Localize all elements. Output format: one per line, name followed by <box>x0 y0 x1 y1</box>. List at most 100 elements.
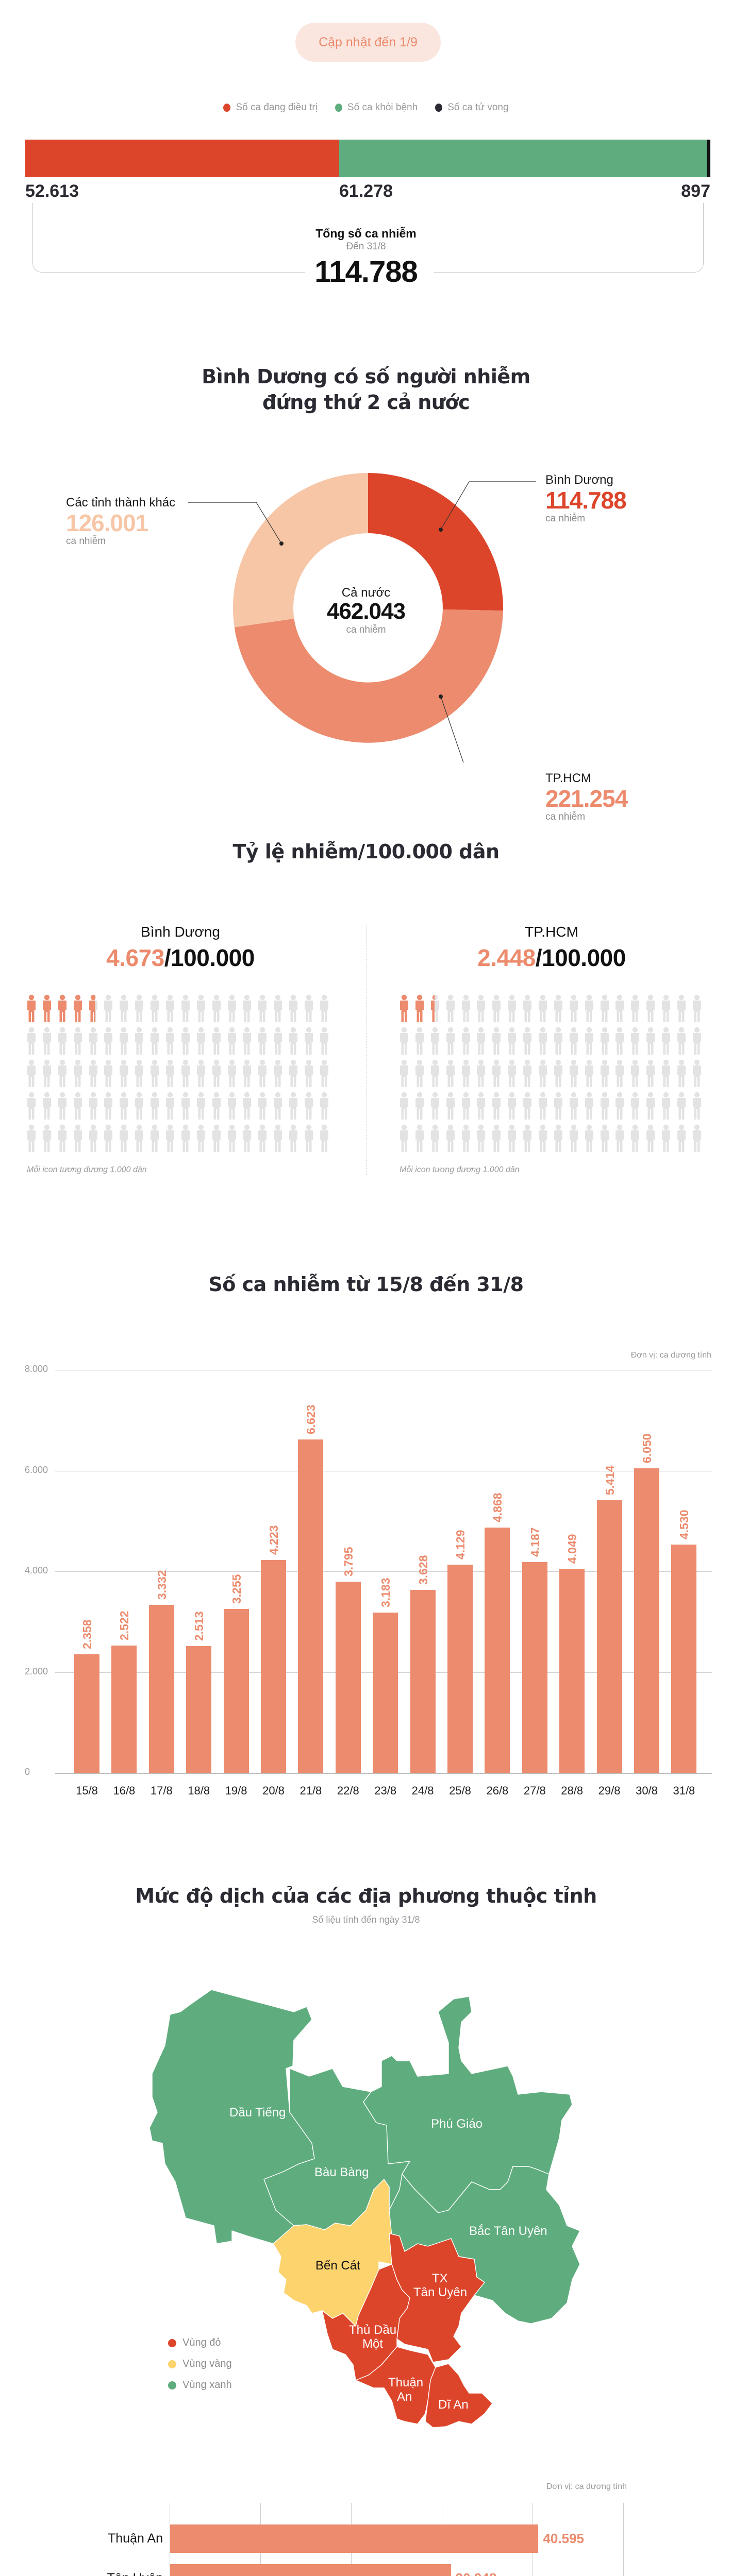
district-bar <box>170 2524 539 2553</box>
person-icon <box>491 1092 502 1120</box>
person-icon <box>303 994 314 1022</box>
person-icon <box>88 1059 99 1087</box>
bar-value-label: 3.255 <box>229 1574 243 1604</box>
person-icon <box>584 1059 595 1087</box>
ratio-left-name: Bình Dương <box>141 924 220 940</box>
red-dot-icon <box>223 104 231 112</box>
person-icon <box>118 1027 129 1055</box>
map-region-dau-tieng <box>149 1989 315 2244</box>
person-icon <box>72 1092 84 1120</box>
x-tick-label: 22/8 <box>337 1784 359 1797</box>
legend-label: Số ca khỏi bệnh <box>347 102 418 113</box>
x-tick-label: 26/8 <box>486 1784 509 1797</box>
person-icon <box>537 1027 548 1055</box>
bar-21/8 <box>298 1439 324 1773</box>
person-icon <box>164 994 176 1022</box>
x-tick-label: 16/8 <box>113 1784 136 1797</box>
bar-20/8 <box>261 1560 286 1773</box>
overview-legend: Số ca đang điều trị Số ca khỏi bệnh Số c… <box>0 102 732 113</box>
bar-value-label: 3.332 <box>155 1570 169 1600</box>
person-icon <box>445 1092 456 1120</box>
person-icon <box>26 1059 37 1087</box>
bar-value-label: 2.522 <box>118 1611 131 1641</box>
bar-value-label: 5.414 <box>603 1465 617 1495</box>
map-label-tx-tan-uyen-2: Tân Uyên <box>413 2285 467 2299</box>
legend-label: Số ca tử vong <box>447 102 509 113</box>
bar-18/8 <box>186 1646 212 1773</box>
person-icon <box>584 1027 595 1055</box>
person-icon <box>522 1027 533 1055</box>
segment-name: TP.HCM <box>545 771 591 785</box>
y-tick-label: 2.000 <box>25 1666 48 1676</box>
person-icon <box>195 1027 207 1055</box>
person-icon <box>226 1027 238 1055</box>
bar-value-label: 4.223 <box>267 1525 280 1555</box>
person-icon <box>288 994 299 1022</box>
person-icon <box>272 1059 284 1087</box>
person-icon <box>629 1027 641 1055</box>
map-label-thu-dau-mot-1: Thủ Dầu <box>349 2323 396 2337</box>
legend-item-treating: Số ca đang điều trị <box>223 102 318 113</box>
red-dot-icon <box>168 2338 176 2347</box>
person-icon <box>475 1059 487 1087</box>
person-icon <box>211 1027 222 1055</box>
ratio-left-note: Mỗi icon tương đương 1.000 dân <box>27 1165 147 1174</box>
ratio-left-denominator: /100.000 <box>164 944 255 971</box>
person-icon <box>303 1124 314 1152</box>
yellow-dot-icon <box>168 2360 176 2368</box>
district-bar <box>170 2564 451 2576</box>
person-icon <box>211 1124 222 1152</box>
person-icon <box>149 1059 160 1087</box>
person-icon <box>460 1059 472 1087</box>
person-icon <box>691 1059 703 1087</box>
ratio-right-denominator: /100.000 <box>535 944 626 971</box>
person-icon <box>303 1059 314 1087</box>
stacked-bar <box>25 140 710 177</box>
person-icon <box>429 994 441 1022</box>
person-icon <box>134 994 145 1022</box>
map-subtitle: Số liệu tính đến ngày 31/8 <box>312 1914 420 1925</box>
person-icon <box>72 1059 84 1087</box>
person-icon <box>319 1092 330 1120</box>
person-icon <box>226 994 238 1022</box>
x-tick-label: 24/8 <box>411 1784 434 1797</box>
person-icon <box>506 1124 518 1152</box>
legend-label: Vùng vàng <box>182 2358 232 2369</box>
person-icon <box>568 1124 579 1152</box>
legend-item-recovered: Số ca khỏi bệnh <box>335 102 418 113</box>
person-icon <box>164 1027 176 1055</box>
person-icon <box>164 1092 176 1120</box>
person-icon <box>195 1124 207 1152</box>
person-icon <box>180 1027 191 1055</box>
person-icon <box>614 1059 625 1087</box>
stack-segment-recovered <box>339 140 707 177</box>
person-icon <box>226 1124 238 1152</box>
total-date: Đến 31/8 <box>346 241 386 252</box>
x-tick-label: 31/8 <box>673 1784 695 1797</box>
person-icon <box>414 1059 425 1087</box>
recovered-value: 61.278 <box>339 181 393 201</box>
x-tick-label: 17/8 <box>150 1784 173 1797</box>
segment-value: 126.001 <box>66 510 148 536</box>
map-legend: Vùng đỏ Vùng vàng Vùng xanh <box>168 2337 232 2391</box>
map-legend-red: Vùng đỏ <box>168 2337 232 2349</box>
green-dot-icon <box>168 2381 176 2389</box>
person-icon <box>614 1092 625 1120</box>
person-icon <box>568 1059 579 1087</box>
person-icon <box>537 1092 548 1120</box>
person-icon <box>691 994 703 1022</box>
person-icon <box>691 1027 703 1055</box>
person-icon <box>584 1124 595 1152</box>
person-icon <box>460 1027 472 1055</box>
person-icon <box>134 1092 145 1120</box>
bar-value-label: 4.530 <box>677 1510 691 1540</box>
person-icon <box>118 1092 129 1120</box>
person-icon <box>88 1092 99 1120</box>
person-icon <box>272 1124 284 1152</box>
person-icon <box>676 1124 687 1152</box>
stack-segment-treating <box>25 140 339 177</box>
x-tick-label: 23/8 <box>374 1784 397 1797</box>
person-icon <box>134 1027 145 1055</box>
person-icon <box>584 1092 595 1120</box>
person-icon <box>211 994 222 1022</box>
